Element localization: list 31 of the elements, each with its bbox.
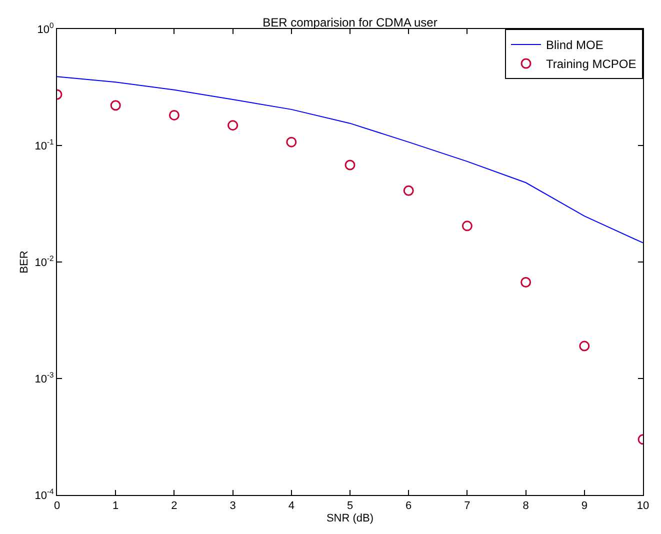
point bbox=[110, 100, 121, 111]
x-tick-label: 0 bbox=[54, 500, 60, 512]
x-tick-label: 7 bbox=[464, 500, 470, 512]
y-tick-label: 10$^{0}$ bbox=[37, 21, 54, 36]
x-tick-label: 4 bbox=[288, 500, 294, 512]
legend-label: Training MCPOE bbox=[546, 57, 636, 72]
point bbox=[168, 110, 180, 120]
point bbox=[520, 277, 532, 288]
x-tick-label: 10 bbox=[636, 500, 650, 512]
x-tick-label: 2 bbox=[171, 500, 178, 512]
y-tick-label: 10$^{-2}$ bbox=[34, 254, 54, 269]
y-tick-label: 10$^{-1}$ bbox=[34, 138, 54, 152]
x-tick-label: 8 bbox=[522, 500, 529, 512]
point bbox=[579, 340, 590, 352]
chart-title: BER comparision for CDMA user bbox=[262, 15, 438, 30]
point bbox=[344, 160, 356, 170]
x-tick-label: 9 bbox=[581, 500, 588, 512]
point bbox=[286, 136, 297, 148]
x-tick-label: 5 bbox=[346, 500, 354, 512]
x-tick-label: 6 bbox=[406, 500, 412, 512]
y-axis-title: BER bbox=[18, 250, 30, 274]
point bbox=[228, 120, 238, 131]
line-series bbox=[57, 76, 643, 244]
legend-label: Blind MOE bbox=[546, 38, 604, 52]
x-tick-label: 1 bbox=[112, 500, 119, 512]
point bbox=[462, 220, 472, 232]
y-tick-label: 10$^{-4}$ bbox=[34, 487, 55, 502]
x-axis-title: SNR (dB) bbox=[326, 512, 374, 524]
x-tick-label: 3 bbox=[230, 500, 236, 512]
point bbox=[403, 185, 414, 196]
y-tick-label: 10$^{-3}$ bbox=[34, 370, 54, 386]
